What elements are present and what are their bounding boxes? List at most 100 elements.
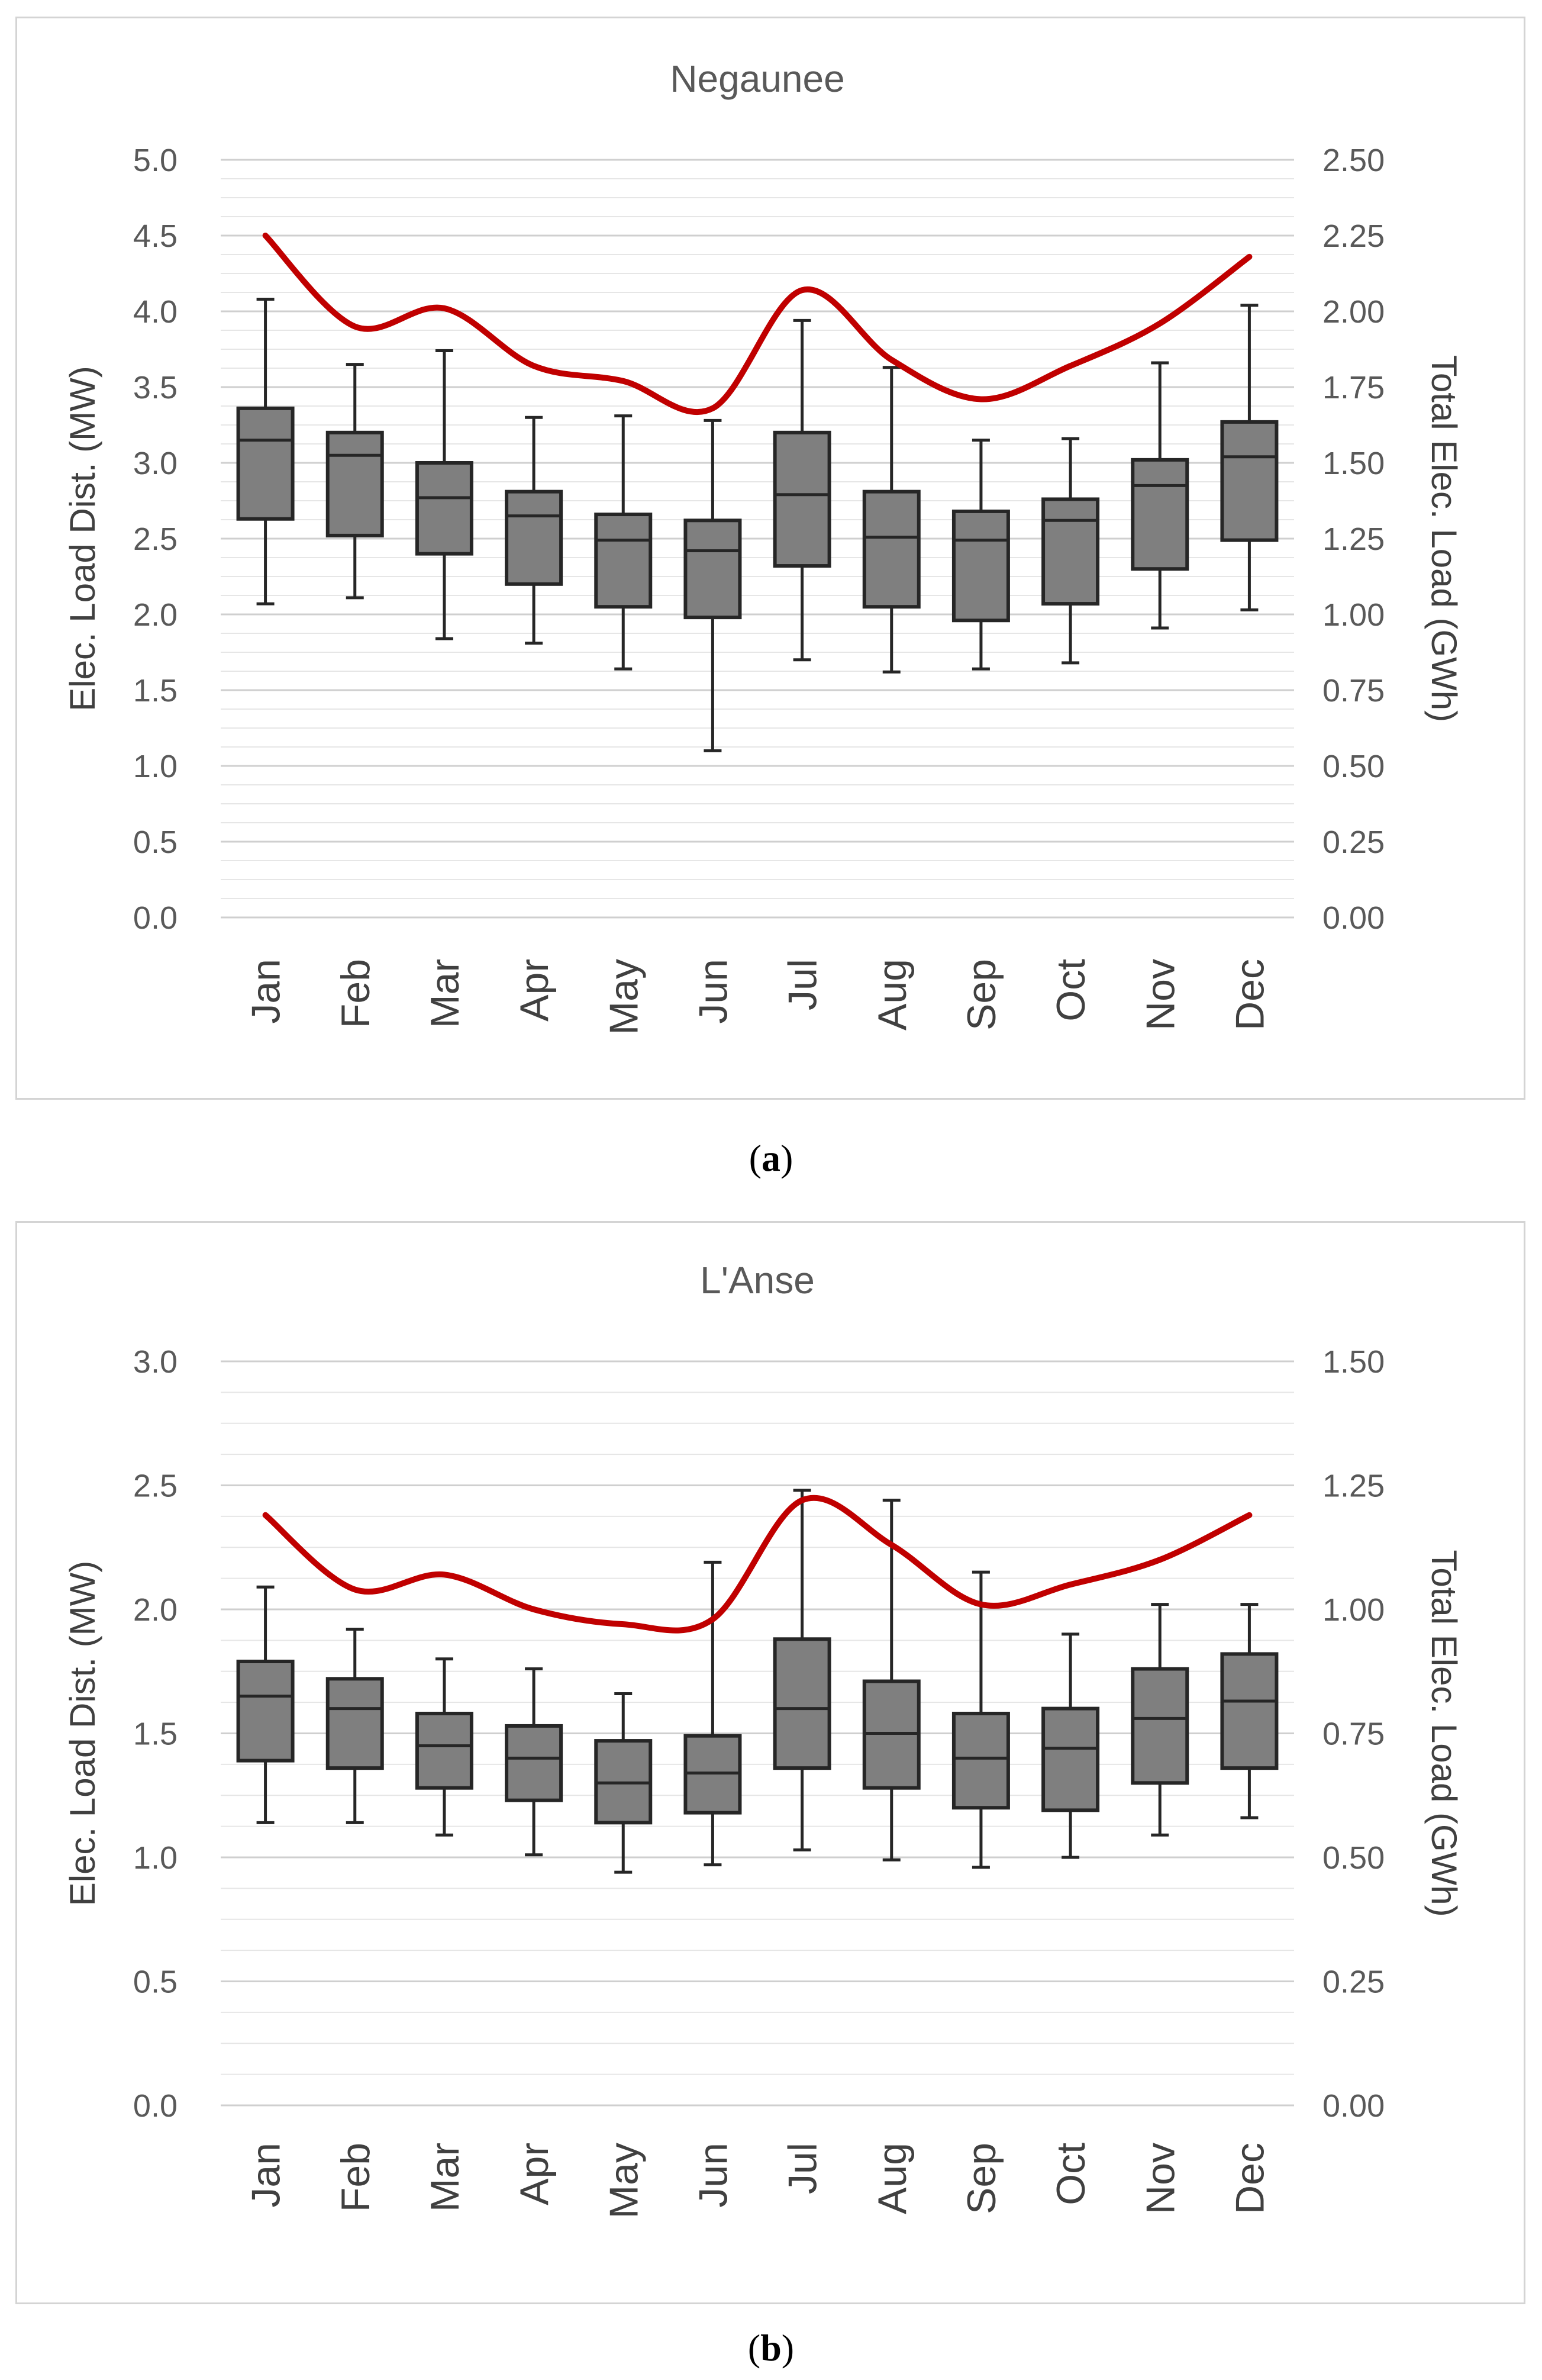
x-tick-aug: Aug xyxy=(870,2143,915,2214)
box-iqr xyxy=(1220,1652,1279,1770)
x-tick-may: May xyxy=(601,2143,646,2218)
box-iqr xyxy=(1131,1667,1189,1785)
y-tick-right: 1.50 xyxy=(1322,1344,1385,1380)
series-point xyxy=(891,359,892,360)
box-feb xyxy=(325,1628,384,1824)
box-iqr xyxy=(594,513,653,609)
box-iqr xyxy=(1041,497,1100,606)
x-tick-jan: Jan xyxy=(244,959,289,1024)
box-apr xyxy=(505,1667,563,1857)
box-dec xyxy=(1220,304,1279,611)
box-dec xyxy=(1220,1603,1279,1819)
y-tick-left: 1.5 xyxy=(133,1716,178,1752)
x-tick-oct: Oct xyxy=(1049,2143,1093,2205)
y-tick-right: 0.25 xyxy=(1322,825,1385,860)
x-tick-jul: Jul xyxy=(780,2143,825,2194)
y-tick-left: 4.0 xyxy=(133,294,178,330)
series-line-total-load xyxy=(262,233,1253,415)
y-tick-right: 0.00 xyxy=(1322,900,1385,936)
box-iqr xyxy=(951,509,1010,623)
box-iqr xyxy=(1220,420,1279,542)
box-iqr xyxy=(862,489,921,609)
y-tick-right: 1.00 xyxy=(1322,597,1385,633)
x-tick-jan: Jan xyxy=(244,2143,289,2208)
box-oct xyxy=(1041,1632,1100,1859)
y-tick-right: 0.25 xyxy=(1322,1964,1385,2000)
box-iqr xyxy=(1131,458,1189,571)
x-tick-nov: Nov xyxy=(1138,959,1183,1030)
x-tick-sep: Sep xyxy=(959,959,1004,1030)
x-tick-apr: Apr xyxy=(512,959,557,1022)
series-line-total-load xyxy=(262,1495,1253,1634)
box-may xyxy=(594,1692,653,1874)
y-tick-right: 1.25 xyxy=(1322,521,1385,557)
series-point xyxy=(980,398,982,400)
y-tick-left: 0.0 xyxy=(133,2088,178,2124)
x-tick-oct: Oct xyxy=(1049,959,1093,1022)
y-tick-right: 1.75 xyxy=(1322,370,1385,405)
box-iqr xyxy=(325,1677,384,1770)
box-iqr xyxy=(773,430,831,568)
y-tick-right: 1.00 xyxy=(1322,1592,1385,1628)
box-may xyxy=(594,414,653,671)
series-point xyxy=(354,1589,356,1590)
y-tick-right: 2.25 xyxy=(1322,218,1385,254)
box-sep xyxy=(951,1570,1010,1869)
y-tick-right: 1.50 xyxy=(1322,446,1385,481)
y-tick-left: 2.5 xyxy=(133,1468,178,1504)
box-jun xyxy=(683,418,742,752)
chart-title: Negaunee xyxy=(670,57,844,100)
y-tick-left: 1.0 xyxy=(133,1840,178,1876)
box-aug xyxy=(862,1499,921,1862)
box-jun xyxy=(683,1560,742,1867)
box-iqr xyxy=(236,406,295,521)
y-tick-left: 0.5 xyxy=(133,825,178,860)
y-tick-right: 0.50 xyxy=(1322,1840,1385,1876)
y-tick-right: 2.50 xyxy=(1322,143,1385,178)
y-tick-right: 0.50 xyxy=(1322,749,1385,784)
x-tick-feb: Feb xyxy=(333,959,378,1028)
caption-b-letter: b xyxy=(760,2327,782,2369)
y-axis-label-left: Elec. Load Dist. (MW) xyxy=(63,1561,102,1906)
series-point xyxy=(622,1624,624,1625)
box-iqr xyxy=(683,518,742,620)
series-point xyxy=(1249,256,1250,257)
y-tick-left: 0.5 xyxy=(133,1964,178,2000)
y-tick-left: 2.0 xyxy=(133,1592,178,1628)
x-tick-aug: Aug xyxy=(870,959,915,1030)
y-tick-right: 0.75 xyxy=(1322,673,1385,708)
x-tick-dec: Dec xyxy=(1227,959,1272,1030)
series-point xyxy=(354,326,356,327)
x-tick-mar: Mar xyxy=(422,2143,467,2212)
box-mar xyxy=(415,349,473,640)
chart-1: L'Anse 0.0 0.5 1.0 1.5 2.0 2.5 3.0 0.00 0.25 0.50 0… xyxy=(63,1259,1464,2218)
box-jan xyxy=(236,298,295,606)
box-iqr xyxy=(236,1659,295,1763)
y-tick-left: 1.0 xyxy=(133,749,178,784)
x-tick-jun: Jun xyxy=(691,2143,735,2208)
y-tick-left: 2.5 xyxy=(133,521,178,557)
box-sep xyxy=(951,439,1010,671)
x-tick-dec: Dec xyxy=(1227,2143,1272,2214)
y-tick-left: 5.0 xyxy=(133,143,178,178)
chart-0: Negaunee 0.0 0.5 1.0 1.5 2.0 2.5 3.0 3.5 4.0 4.5 5.… xyxy=(63,57,1464,1035)
x-tick-nov: Nov xyxy=(1138,2143,1183,2214)
box-iqr xyxy=(415,1711,473,1790)
box-nov xyxy=(1131,361,1189,630)
box-mar xyxy=(415,1657,473,1837)
series-point xyxy=(980,1604,982,1605)
box-apr xyxy=(505,416,563,645)
x-tick-feb: Feb xyxy=(333,2143,378,2212)
y-tick-left: 3.5 xyxy=(133,370,178,405)
x-tick-mar: Mar xyxy=(422,959,467,1028)
box-iqr xyxy=(415,461,473,556)
y-tick-right: 2.00 xyxy=(1322,294,1385,330)
box-iqr xyxy=(773,1637,831,1770)
box-feb xyxy=(325,363,384,600)
caption-b: (b) xyxy=(747,2327,795,2369)
box-jul xyxy=(773,1489,831,1851)
y-tick-right: 0.75 xyxy=(1322,1716,1385,1752)
x-tick-may: May xyxy=(601,959,646,1035)
y-tick-left: 3.0 xyxy=(133,1344,178,1380)
